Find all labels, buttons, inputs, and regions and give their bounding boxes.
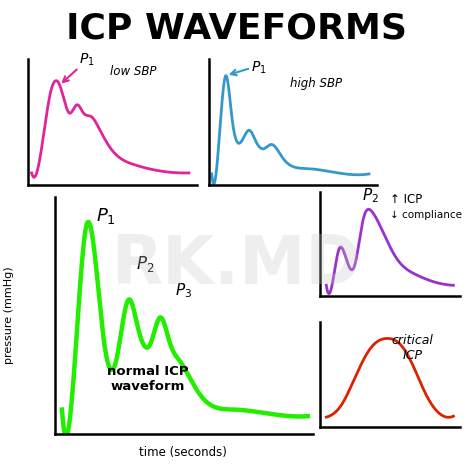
Text: high SBP: high SBP <box>291 77 342 90</box>
Text: low SBP: low SBP <box>110 65 157 78</box>
Text: ↓ compliance: ↓ compliance <box>390 210 462 220</box>
Text: RK.MD: RK.MD <box>112 232 362 299</box>
Text: time (seconds): time (seconds) <box>138 446 227 459</box>
Text: $P_1$: $P_1$ <box>251 60 267 76</box>
Text: ICP WAVEFORMS: ICP WAVEFORMS <box>66 12 408 46</box>
Text: pressure (mmHg): pressure (mmHg) <box>4 266 15 364</box>
Text: $P_2$: $P_2$ <box>362 187 379 205</box>
Text: $P_1$: $P_1$ <box>79 51 94 68</box>
Text: normal ICP
waveform: normal ICP waveform <box>107 365 189 393</box>
Text: ↑ ICP: ↑ ICP <box>390 193 422 206</box>
Text: $P_3$: $P_3$ <box>175 282 192 300</box>
Text: $P_1$: $P_1$ <box>96 206 116 226</box>
Text: $P_2$: $P_2$ <box>136 254 154 274</box>
Text: critical
ICP: critical ICP <box>392 334 434 362</box>
